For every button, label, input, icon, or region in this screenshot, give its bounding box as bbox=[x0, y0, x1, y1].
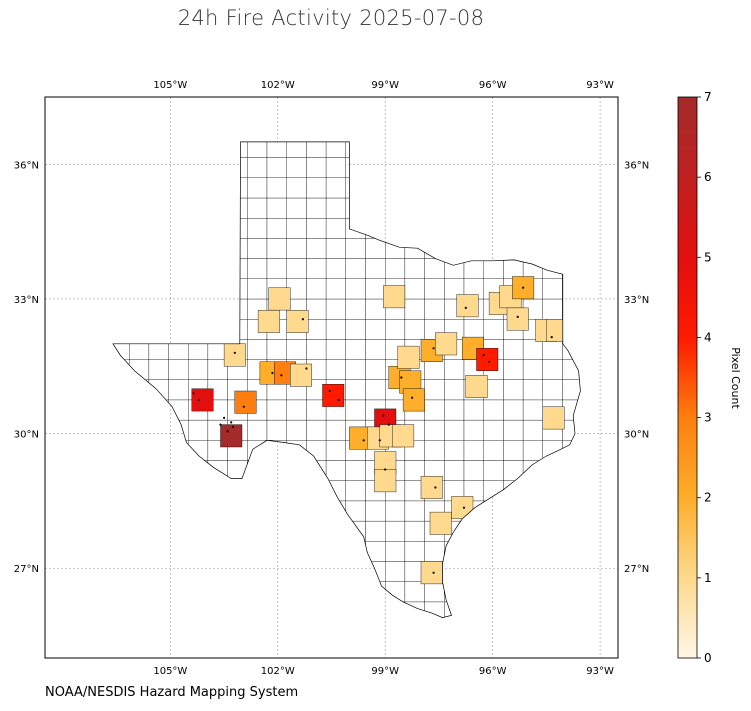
fire-point bbox=[384, 468, 387, 471]
fire-point bbox=[301, 318, 304, 321]
fire-point bbox=[522, 286, 525, 289]
county-fire-cell bbox=[397, 345, 420, 369]
lat-label-right: 36°N bbox=[624, 160, 649, 171]
lon-label-top: 102°W bbox=[261, 80, 295, 91]
map-title: 24h Fire Activity 2025-07-08 bbox=[177, 6, 485, 30]
county-fire-cell bbox=[429, 511, 452, 535]
fire-point bbox=[223, 416, 226, 419]
county-fire-cell bbox=[286, 310, 309, 333]
county-fire-cell bbox=[392, 424, 415, 448]
fire-point bbox=[280, 374, 283, 377]
county-fire-cell bbox=[220, 424, 243, 448]
colorbar-tick-label: 2 bbox=[704, 491, 712, 505]
lat-label-right: 30°N bbox=[624, 430, 649, 441]
county-fire-cell bbox=[476, 348, 499, 371]
lat-label-right: 33°N bbox=[624, 295, 649, 306]
county-fire-cell bbox=[420, 561, 443, 585]
lon-label-bottom: 102°W bbox=[261, 666, 295, 677]
county-fire-cell bbox=[268, 287, 291, 311]
fire-point bbox=[233, 351, 236, 354]
colorbar-tick-label: 1 bbox=[704, 571, 712, 585]
fire-point bbox=[231, 425, 235, 428]
colorbar-tick-label: 4 bbox=[704, 330, 712, 344]
fire-point bbox=[271, 371, 274, 375]
fire-point bbox=[242, 405, 245, 408]
county-fire-cell bbox=[322, 384, 345, 407]
fire-point bbox=[550, 336, 553, 339]
fire-point bbox=[432, 347, 435, 350]
county-fire-cell bbox=[542, 406, 565, 430]
fire-point bbox=[464, 306, 467, 309]
fire-point bbox=[432, 571, 435, 574]
colorbar-tick-label: 5 bbox=[704, 250, 712, 264]
fire-point bbox=[411, 396, 414, 399]
fire-point bbox=[362, 439, 365, 442]
county-fire-cell bbox=[223, 343, 246, 367]
colorbar-tick-label: 6 bbox=[704, 170, 712, 184]
texas-outline bbox=[112, 141, 581, 618]
county-fire-cell bbox=[456, 294, 479, 318]
colorbar-label: Pixel Count bbox=[729, 347, 742, 409]
lon-label-bottom: 99°W bbox=[371, 666, 399, 677]
lon-label-bottom: 96°W bbox=[479, 666, 507, 677]
lon-label-top: 99°W bbox=[371, 80, 399, 91]
fire-point bbox=[226, 430, 229, 433]
lon-label-top: 105°W bbox=[153, 80, 187, 91]
data-source: NOAA/NESDIS Hazard Mapping System bbox=[45, 685, 299, 700]
axis-labels: 105°W 105°W 102°W 102°W 99°W 99°W 96°W 96°W 93°W… bbox=[14, 80, 649, 677]
lat-label-left: 33°N bbox=[14, 295, 39, 306]
lon-label-bottom: 93°W bbox=[586, 666, 614, 677]
fire-point bbox=[382, 414, 385, 417]
fire-point bbox=[462, 506, 466, 509]
fire-point bbox=[337, 398, 340, 401]
county-fire-cell bbox=[234, 390, 257, 414]
county-fire-cell bbox=[257, 310, 280, 333]
fire-point bbox=[230, 421, 233, 424]
colorbar: 0 1 2 3 4 5 6 7 Pixel Count bbox=[677, 90, 742, 665]
colorbar-tick-label: 0 bbox=[704, 651, 712, 665]
colorbar-tick-label: 3 bbox=[704, 411, 712, 425]
fire-point bbox=[328, 389, 331, 393]
fire-point bbox=[434, 486, 437, 489]
fire-point bbox=[516, 315, 519, 318]
county-fire-cell bbox=[383, 285, 406, 309]
fire-point bbox=[192, 392, 195, 395]
fire-point bbox=[400, 376, 403, 379]
lon-label-top: 96°W bbox=[479, 80, 507, 91]
county-fire-cell bbox=[506, 307, 529, 331]
county-fire-cell bbox=[435, 332, 458, 356]
county-fire-cell bbox=[465, 375, 488, 398]
fire-point bbox=[219, 423, 222, 426]
fire-point bbox=[197, 398, 201, 401]
fire-point bbox=[378, 439, 381, 442]
county-fire-cell bbox=[290, 363, 312, 387]
map-frame bbox=[44, 96, 619, 659]
lon-label-top: 93°W bbox=[586, 80, 614, 91]
county-fire-cell bbox=[374, 469, 397, 493]
colorbar-tick-label: 7 bbox=[704, 90, 712, 104]
fire-point bbox=[305, 367, 308, 370]
lat-label-left: 30°N bbox=[14, 430, 39, 441]
fire-point bbox=[488, 360, 491, 363]
county-fire-cell bbox=[402, 388, 425, 412]
fire-point bbox=[482, 354, 485, 357]
county-fire-cell bbox=[191, 388, 214, 412]
lon-label-bottom: 105°W bbox=[153, 666, 187, 677]
lat-label-left: 36°N bbox=[14, 160, 39, 171]
colorbar-gradient bbox=[677, 96, 698, 659]
lat-label-left: 27°N bbox=[14, 564, 39, 575]
fire-points-layer bbox=[192, 286, 553, 574]
lat-label-right: 27°N bbox=[624, 564, 649, 575]
county-fire-cell bbox=[420, 476, 443, 499]
fire-point bbox=[387, 423, 390, 426]
colorbar-ticks: 0 1 2 3 4 5 6 7 bbox=[697, 90, 712, 665]
